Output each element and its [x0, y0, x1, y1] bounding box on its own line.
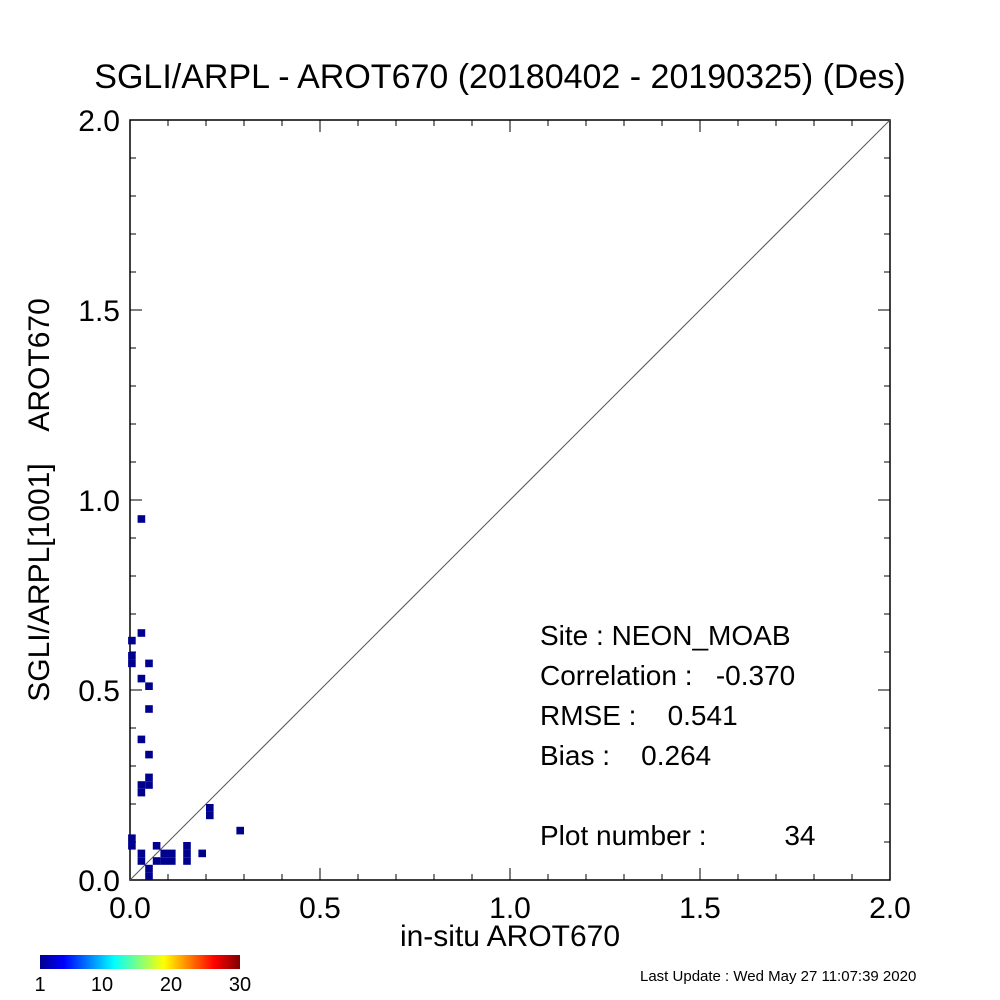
y-tick-label: 0.5 — [78, 675, 120, 708]
data-point — [137, 735, 146, 744]
y-tick-label: 1.5 — [78, 295, 120, 328]
plot-number-label: Plot number : 34 — [540, 820, 816, 851]
y-axis-label: SGLI/ARPL[1001] AROT670 — [23, 298, 56, 702]
data-point — [128, 652, 136, 660]
site-label: Site : NEON_MOAB — [540, 620, 791, 651]
rmse-label: RMSE : 0.541 — [540, 700, 738, 731]
data-point — [183, 842, 191, 850]
data-point — [137, 857, 146, 865]
correlation-label: Correlation : -0.370 — [540, 660, 796, 691]
data-point — [137, 788, 146, 797]
data-point — [168, 857, 176, 865]
data-point — [152, 857, 161, 865]
axis-tick-labels: 0.0 0.5 1.0 1.5 2.0 0.0 0.5 1.0 1.5 2.0 — [78, 105, 911, 925]
data-point — [236, 826, 244, 835]
data-point — [183, 849, 191, 858]
data-point — [145, 781, 153, 789]
colorbar — [40, 955, 240, 969]
bias-label: Bias : 0.264 — [540, 740, 712, 771]
data-point — [206, 811, 214, 820]
data-point — [145, 750, 153, 759]
data-point — [137, 849, 146, 858]
data-point — [145, 705, 153, 713]
y-tick-label: 2.0 — [78, 105, 120, 138]
data-point — [198, 849, 206, 858]
data-point — [152, 842, 161, 850]
data-point — [145, 682, 153, 690]
data-point — [137, 781, 146, 789]
x-tick-label: 1.0 — [489, 892, 531, 925]
x-tick-label: 0.5 — [299, 892, 341, 925]
data-point — [160, 857, 168, 865]
data-point — [160, 849, 168, 858]
last-update-label: Last Update : Wed May 27 11:07:39 2020 — [640, 968, 917, 985]
chart-title: SGLI/ARPL - AROT670 (20180402 - 20190325… — [94, 58, 906, 96]
data-point — [128, 842, 136, 850]
x-tick-label: 0.0 — [109, 892, 151, 925]
colorbar-tick: 30 — [228, 974, 252, 996]
x-tick-label: 1.5 — [679, 892, 721, 925]
y-tick-label: 1.0 — [78, 485, 120, 518]
data-point — [137, 674, 146, 683]
data-point — [128, 636, 136, 645]
axis-ticks — [129, 119, 891, 881]
x-axis-label: in-situ AROT670 — [399, 920, 621, 953]
data-point — [145, 864, 153, 873]
data-point — [128, 659, 136, 668]
colorbar-tick: 10 — [90, 974, 114, 996]
data-point — [137, 515, 146, 523]
data-point — [145, 872, 153, 880]
colorbar-tick: 20 — [159, 974, 183, 996]
data-point — [183, 857, 191, 865]
one-to-one-line — [129, 119, 891, 881]
data-point — [168, 849, 176, 858]
colorbar-tick: 1 — [34, 974, 46, 996]
x-tick-label: 2.0 — [869, 892, 911, 925]
data-point — [145, 773, 153, 782]
data-point — [128, 834, 136, 842]
y-tick-label: 0.0 — [78, 865, 120, 898]
data-point — [206, 804, 214, 812]
data-points — [128, 515, 244, 880]
data-point — [137, 629, 146, 637]
data-point — [145, 659, 153, 668]
